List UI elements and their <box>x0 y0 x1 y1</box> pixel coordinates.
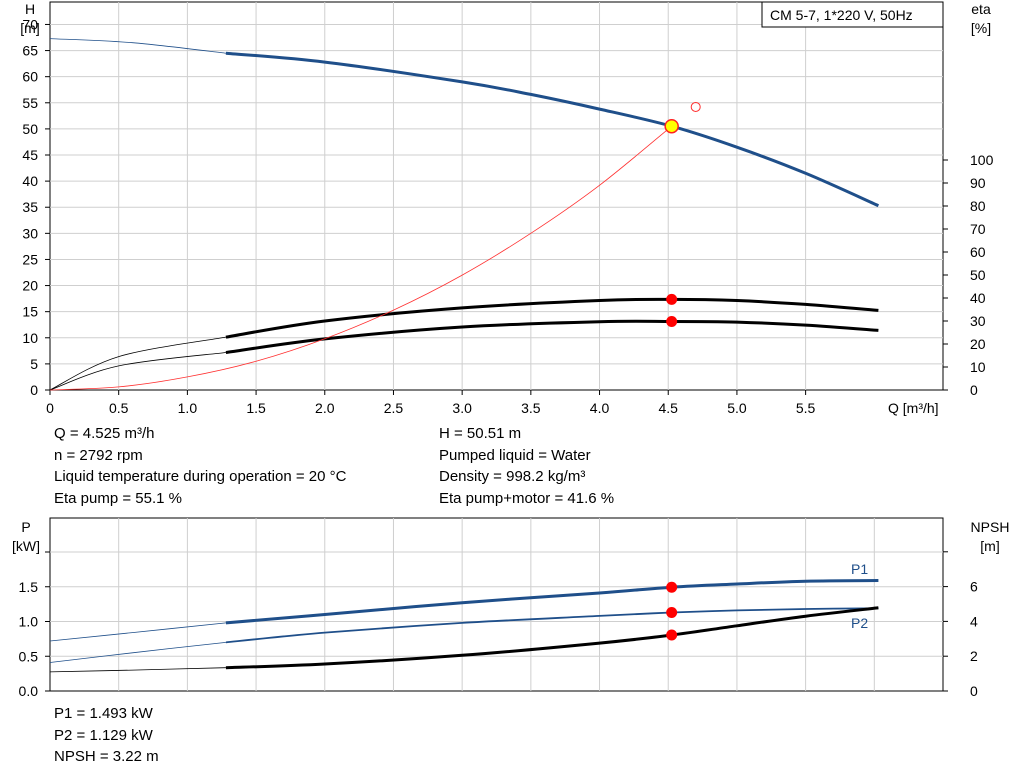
open-point-marker <box>690 101 701 112</box>
x-axis-label: Q [m³/h] <box>888 400 939 416</box>
y-tick-label: 50 <box>22 121 38 137</box>
eta-pump-value: Eta pump = 55.1 % <box>54 489 182 507</box>
y-tick-label: 60 <box>22 69 38 85</box>
eta-pump-motor-value: Eta pump+motor = 41.6 % <box>439 489 615 507</box>
y-tick-label: 0.5 <box>19 648 39 664</box>
y-tick-label: 25 <box>22 251 38 267</box>
y2-tick-label: 0 <box>970 382 978 398</box>
y2-tick-label: 20 <box>970 336 986 352</box>
power-npsh-info: P1 = 1.493 kW P2 = 1.129 kW NPSH = 3.22 … <box>54 703 159 768</box>
y2-tick-label: 0 <box>970 683 978 699</box>
y-tick-label: 0.0 <box>19 683 39 699</box>
x-tick-label: 0.5 <box>109 400 129 416</box>
operating-point-marker <box>666 581 678 593</box>
series-extrapolation-line <box>49 642 226 663</box>
y2-tick-label: 2 <box>970 648 978 664</box>
y2-tick-label: 10 <box>970 359 986 375</box>
p2-value: P2 = 1.129 kW <box>54 726 153 744</box>
duty-point-marker <box>664 118 679 134</box>
title-box <box>761 1 944 28</box>
operating-point-marker <box>666 315 678 327</box>
plot-area <box>49 517 944 692</box>
density-value: Density = 998.2 kg/m³ <box>439 468 586 485</box>
series-line <box>225 607 879 644</box>
series-line <box>49 125 672 391</box>
y-tick-label: 30 <box>22 225 38 241</box>
y-tick-label: 35 <box>22 199 38 215</box>
x-tick-label: 5.0 <box>727 400 747 416</box>
y2-tick-label: 60 <box>970 244 986 260</box>
x-tick-label: 1.5 <box>246 400 266 416</box>
pumped-liquid-value: Pumped liquid = Water <box>439 446 591 464</box>
y-tick-label: 40 <box>22 173 38 189</box>
series-line <box>225 51 880 208</box>
series-extrapolation-line <box>49 352 226 391</box>
y2-axis-label: eta [%] <box>971 1 991 36</box>
y2-tick-label: 80 <box>970 198 986 214</box>
y2-tick-label: 30 <box>970 313 986 329</box>
chart-title: CM 5-7, 1*220 V, 50Hz <box>770 7 913 23</box>
y-axis-label: P [kW] <box>12 519 40 554</box>
x-tick-label: 5.5 <box>796 400 816 416</box>
series-line <box>225 297 879 339</box>
y2-tick-label: 4 <box>970 613 978 629</box>
series-line <box>225 579 879 625</box>
y2-tick-label: 6 <box>970 579 978 595</box>
plot-area <box>49 1 944 391</box>
y2-axis-label: NPSH [m] <box>971 519 1010 554</box>
x-tick-label: 1.0 <box>178 400 198 416</box>
y-tick-label: 55 <box>22 95 38 111</box>
y-tick-label: 1.0 <box>19 614 39 630</box>
p1-value: P1 = 1.493 kW <box>54 705 153 722</box>
series-extrapolation-line <box>49 336 226 391</box>
y-axis-label: H [m] <box>20 1 39 36</box>
y-tick-label: 70 <box>22 16 38 32</box>
head-value: H = 50.51 m <box>439 425 522 442</box>
operating-point-marker <box>666 293 678 305</box>
operating-point-marker <box>666 607 678 619</box>
y-tick-label: 5 <box>30 356 38 372</box>
x-tick-label: 4.0 <box>590 400 610 416</box>
series-extrapolation-line <box>49 667 226 673</box>
x-tick-label: 2.0 <box>315 400 335 416</box>
y2-tick-label: 90 <box>970 175 986 191</box>
series-label-p1: P1 <box>851 561 868 577</box>
y-tick-label: 1.5 <box>19 579 39 595</box>
head-efficiency-chart: 0 0.5 1.0 1.5 2.0 2.5 3.0 3.5 4.0 4.5 5.0 5.5 0 5 10 15… <box>20 1 993 416</box>
y2-tick-label: 70 <box>970 221 986 237</box>
x-tick-label: 0 <box>46 400 54 416</box>
y2-tick-label: 40 <box>970 290 986 306</box>
series-label-p2: P2 <box>851 615 868 631</box>
y-tick-label: 65 <box>22 43 38 59</box>
x-tick-label: 4.5 <box>658 400 678 416</box>
series-extrapolation-line <box>49 38 226 54</box>
x-tick-label: 2.5 <box>384 400 404 416</box>
series-line <box>225 606 879 670</box>
power-npsh-chart: 0.0 0.5 1.0 1.5 0 2 4 6 P [kW] NPSH [m] P1 P2 <box>12 517 1010 699</box>
y-tick-label: 45 <box>22 147 38 163</box>
y-tick-label: 15 <box>22 304 38 320</box>
y-tick-label: 20 <box>22 278 38 294</box>
series-extrapolation-line <box>49 622 226 642</box>
speed-value: n = 2792 rpm <box>54 446 143 464</box>
y-tick-label: 10 <box>22 330 38 346</box>
series-line <box>225 319 879 354</box>
y2-tick-label: 50 <box>970 267 986 283</box>
y2-tick-label: 100 <box>970 152 994 168</box>
liquid-temperature-value: Liquid temperature during operation = 20… <box>54 468 347 485</box>
operating-point-info-right: H = 50.51 m Pumped liquid = Water Densit… <box>439 423 614 509</box>
npsh-value: NPSH = 3.22 m <box>54 748 159 765</box>
y-tick-label: 0 <box>30 382 38 398</box>
x-tick-label: 3.0 <box>452 400 472 416</box>
operating-point-marker <box>666 629 678 641</box>
flow-value: Q = 4.525 m³/h <box>54 425 155 442</box>
x-tick-label: 3.5 <box>521 400 541 416</box>
operating-point-info-left: Q = 4.525 m³/h n = 2792 rpm Liquid tempe… <box>54 423 346 509</box>
